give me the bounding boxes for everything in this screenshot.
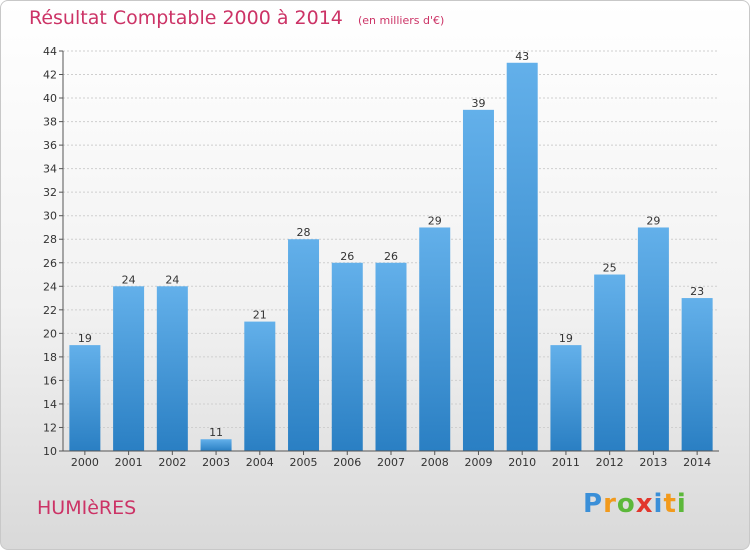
data-label-2013: 29 — [646, 214, 660, 227]
bar-2000 — [69, 345, 101, 451]
bar-2014 — [681, 298, 713, 451]
chart-subtitle: (en milliers d'€) — [357, 14, 445, 27]
x-tick-label-2013: 2013 — [639, 456, 667, 469]
y-tick-label: 38 — [43, 116, 57, 129]
y-tick-label: 12 — [43, 421, 57, 434]
x-tick-label-2001: 2001 — [115, 456, 143, 469]
data-label-2004: 21 — [253, 309, 267, 322]
y-tick-label: 44 — [43, 45, 57, 58]
bar-2009 — [462, 109, 494, 451]
data-label-2002: 24 — [165, 273, 179, 286]
y-tick-label: 40 — [43, 92, 57, 105]
x-tick-label-2009: 2009 — [464, 456, 492, 469]
y-tick-label: 28 — [43, 233, 57, 246]
y-tick-label: 24 — [43, 280, 57, 293]
y-tick-label: 14 — [43, 398, 57, 411]
y-tick-label: 26 — [43, 257, 57, 270]
bar-2013 — [637, 227, 669, 451]
bar-2011 — [550, 345, 582, 451]
bar-2007 — [375, 262, 407, 451]
x-tick-label-2008: 2008 — [421, 456, 449, 469]
proxiti-logo: Proxiti — [583, 489, 687, 519]
data-label-2006: 26 — [340, 250, 354, 263]
bar-2001 — [113, 286, 145, 451]
x-tick-label-2006: 2006 — [333, 456, 361, 469]
x-tick-label-2000: 2000 — [71, 456, 99, 469]
y-tick-label: 42 — [43, 69, 57, 82]
y-tick-label: 18 — [43, 351, 57, 364]
x-tick-label-2012: 2012 — [596, 456, 624, 469]
logo-letter: P — [583, 489, 604, 519]
bar-2012 — [594, 274, 626, 451]
bar-2004 — [244, 321, 276, 451]
bar-2008 — [419, 227, 451, 451]
bars-layer: 19 24 24 11 21 28 26 26 29 39 43 19 25 29 23 — [69, 50, 713, 451]
bar-2002 — [156, 286, 188, 451]
data-label-2008: 29 — [428, 214, 442, 227]
axis-layer: 10 12 14 16 18 20 22 24 26 28 30 32 34 36 38 40 42 44 2000… — [43, 45, 719, 469]
y-tick-label: 16 — [43, 374, 57, 387]
y-tick-label: 22 — [43, 304, 57, 317]
x-tick-label-2005: 2005 — [290, 456, 318, 469]
bar-2005 — [288, 239, 320, 451]
x-tick-label-2007: 2007 — [377, 456, 405, 469]
x-tick-label-2010: 2010 — [508, 456, 536, 469]
title-row: Résultat Comptable 2000 à 2014 (en milli… — [29, 7, 444, 29]
y-tick-label: 32 — [43, 186, 57, 199]
logo-letter: o — [616, 489, 636, 519]
bar-2003 — [200, 439, 232, 451]
x-tick-label-2003: 2003 — [202, 456, 230, 469]
data-label-2011: 19 — [559, 332, 573, 345]
y-tick-label: 10 — [43, 445, 57, 458]
data-label-2010: 43 — [515, 50, 529, 63]
y-tick-label: 20 — [43, 327, 57, 340]
x-tick-label-2002: 2002 — [158, 456, 186, 469]
data-label-2007: 26 — [384, 250, 398, 263]
data-label-2003: 11 — [209, 426, 223, 439]
logo-letter: x — [635, 489, 654, 519]
x-tick-label-2011: 2011 — [552, 456, 580, 469]
data-label-2005: 28 — [297, 226, 311, 239]
logo-letter: t — [663, 489, 677, 519]
y-tick-label: 30 — [43, 210, 57, 223]
bar-2006 — [331, 262, 363, 451]
bar-2010 — [506, 62, 538, 451]
data-label-2014: 23 — [690, 285, 704, 298]
data-label-2000: 19 — [78, 332, 92, 345]
data-label-2001: 24 — [122, 273, 136, 286]
chart-title: Résultat Comptable 2000 à 2014 — [29, 7, 343, 29]
data-label-2009: 39 — [471, 97, 485, 110]
x-tick-label-2014: 2014 — [683, 456, 711, 469]
y-tick-label: 36 — [43, 139, 57, 152]
logo-letter: i — [653, 489, 664, 519]
x-tick-label-2004: 2004 — [246, 456, 274, 469]
data-label-2012: 25 — [603, 262, 617, 275]
logo-letter: i — [676, 489, 687, 519]
y-tick-label: 34 — [43, 163, 57, 176]
commune-name: HUMIèRES — [37, 497, 137, 519]
logo-letter: r — [603, 489, 617, 519]
